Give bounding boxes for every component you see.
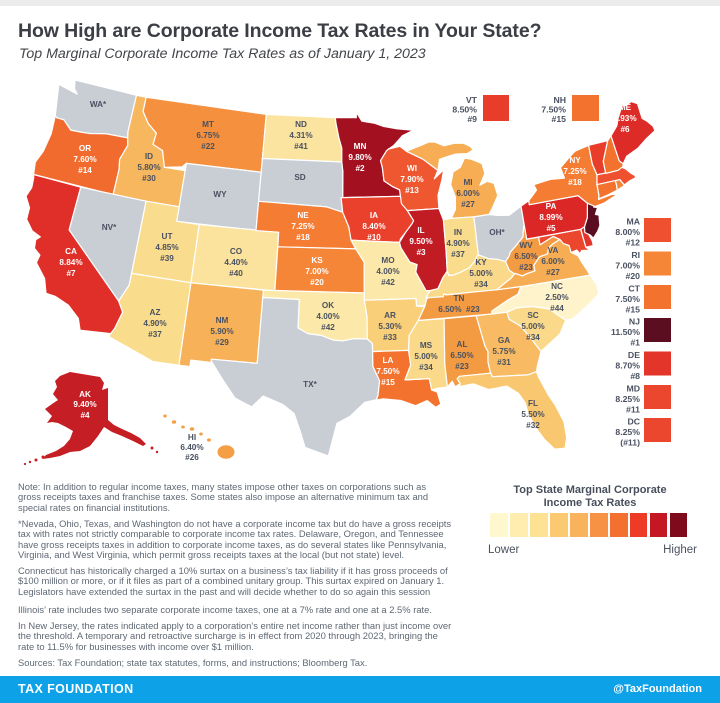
svg-text:WA*: WA*: [90, 100, 107, 109]
svg-text:WY: WY: [213, 190, 227, 199]
svg-text:HI6.40%#26: HI 6.40% #26: [180, 433, 204, 462]
svg-text:NM5.90%#29: NM 5.90% #29: [210, 316, 234, 347]
svg-text:RI7.00%#20: RI 7.00% #20: [615, 250, 640, 281]
svg-text:TX*: TX*: [303, 380, 317, 389]
svg-text:MO4.00%#42: MO 4.00% #42: [376, 256, 400, 287]
svg-text:MA8.00%#12: MA 8.00% #12: [615, 217, 640, 248]
svg-text:CT7.50%#15: CT 7.50% #15: [615, 284, 640, 315]
svg-text:DE8.70%#8: DE 8.70% #8: [615, 350, 640, 381]
svg-text:WV6.50%#23: WV 6.50% #23: [514, 241, 538, 272]
svg-text:OH*: OH*: [489, 228, 505, 237]
svg-text:SD: SD: [294, 173, 305, 182]
svg-text:DC8.25%(#11): DC 8.25% (#11): [615, 417, 640, 448]
svg-text:NV*: NV*: [102, 223, 117, 232]
svg-text:MD8.25%#11: MD 8.25% #11: [615, 384, 640, 415]
svg-text:NH7.50%#15: NH 7.50% #15: [541, 95, 566, 124]
svg-text:VT8.50%#9: VT 8.50% #9: [452, 95, 477, 124]
